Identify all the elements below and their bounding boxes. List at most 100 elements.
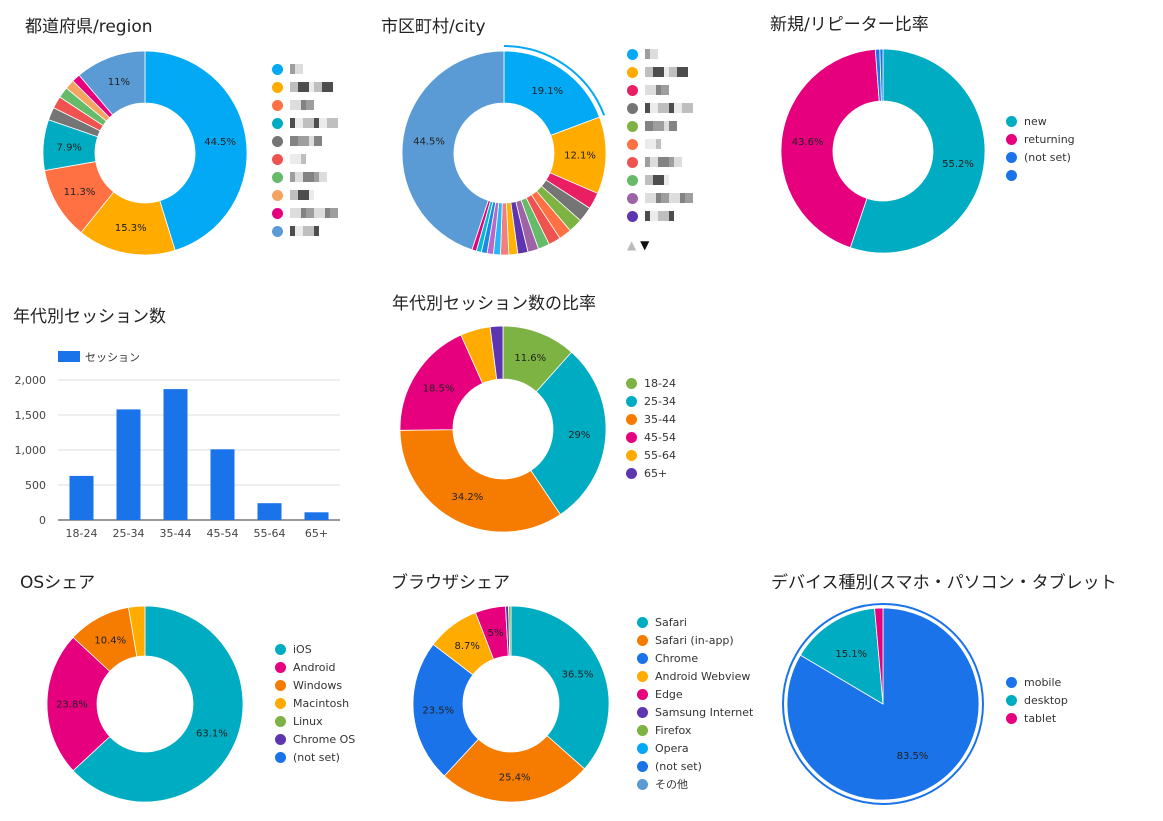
bar[interactable]	[163, 389, 188, 520]
bar[interactable]	[304, 512, 329, 520]
legend-item[interactable]	[272, 60, 338, 78]
age-pie-chart-title: 年代別セッション数の比率	[392, 294, 596, 314]
slice-value-label: 11.6%	[514, 353, 546, 364]
pie-slice[interactable]	[530, 351, 607, 516]
pie-slice[interactable]	[127, 605, 146, 658]
pie-slice[interactable]	[879, 48, 884, 102]
bar[interactable]	[257, 503, 282, 520]
legend-swatch	[272, 81, 283, 93]
legend-item[interactable]: tablet	[1006, 709, 1068, 727]
legend-item[interactable]: Firefox	[637, 721, 753, 739]
legend-item[interactable]: 65+	[626, 464, 676, 482]
redacted-legend-label	[290, 100, 314, 110]
pie-slice[interactable]	[849, 48, 986, 254]
legend-item[interactable]: Chrome OS	[275, 730, 355, 748]
pie-slice[interactable]	[46, 636, 111, 772]
legend-item[interactable]: 55-64	[626, 446, 676, 464]
pie-slice[interactable]	[78, 50, 146, 116]
legend-item[interactable]: 18-24	[626, 374, 676, 392]
legend-item[interactable]: (not set)	[1006, 148, 1075, 166]
legend-item[interactable]	[627, 171, 693, 189]
pie-slice[interactable]	[412, 643, 479, 777]
legend-item[interactable]: mobile	[1006, 673, 1068, 691]
legend-item[interactable]	[627, 189, 693, 207]
bar[interactable]	[116, 409, 141, 520]
browser-chart-title: ブラウザシェア	[391, 573, 510, 593]
legend-item[interactable]	[272, 186, 338, 204]
pie-slice[interactable]	[399, 429, 561, 533]
pie-slice[interactable]	[144, 50, 248, 251]
legend-swatch	[272, 99, 283, 111]
legend-item[interactable]: iOS	[275, 640, 355, 658]
redacted-legend-label	[290, 208, 338, 218]
legend-item[interactable]	[272, 132, 338, 150]
legend-item[interactable]	[272, 150, 338, 168]
legend-label: Safari	[655, 615, 687, 629]
legend-item[interactable]	[272, 96, 338, 114]
legend-item[interactable]: Android Webview	[637, 667, 753, 685]
legend-item[interactable]	[272, 204, 338, 222]
legend-item[interactable]: Safari	[637, 613, 753, 631]
legend-item[interactable]	[627, 63, 693, 81]
legend-item[interactable]: desktop	[1006, 691, 1068, 709]
bar[interactable]	[210, 449, 235, 520]
legend-swatch	[637, 670, 648, 682]
legend-item[interactable]	[627, 81, 693, 99]
legend-item[interactable]: (not set)	[275, 748, 355, 766]
bar[interactable]	[69, 475, 94, 520]
legend-item[interactable]: Android	[275, 658, 355, 676]
pie-slice[interactable]	[799, 607, 884, 705]
legend-swatch	[637, 706, 648, 718]
pie-slice[interactable]	[399, 334, 484, 431]
legend-next-page-button[interactable]: ▼	[640, 238, 650, 252]
legend-item[interactable]: 25-34	[626, 392, 676, 410]
legend-item[interactable]	[627, 153, 693, 171]
legend-prev-page-button[interactable]: ▲	[627, 238, 637, 252]
legend-item[interactable]: Samsung Internet	[637, 703, 753, 721]
slice-value-label: 5%	[488, 628, 504, 639]
legend-item[interactable]: その他	[637, 775, 753, 793]
legend-item[interactable]: 45-54	[626, 428, 676, 446]
legend-item[interactable]	[627, 135, 693, 153]
pie-slice[interactable]	[874, 607, 884, 705]
legend-item[interactable]: Safari (in-app)	[637, 631, 753, 649]
slice-value-label: 29%	[568, 430, 590, 441]
redacted-legend-label	[290, 82, 333, 92]
legend-swatch	[637, 634, 648, 646]
legend-item[interactable]	[627, 117, 693, 135]
legend-item[interactable]	[627, 207, 693, 225]
redacted-legend-label	[645, 211, 674, 221]
legend-item[interactable]: returning	[1006, 130, 1075, 148]
legend-item[interactable]: Edge	[637, 685, 753, 703]
legend-swatch	[627, 174, 638, 186]
pie-slice[interactable]	[489, 325, 504, 380]
legend-item[interactable]	[272, 78, 338, 96]
pie-slice[interactable]	[508, 605, 512, 657]
legend-item[interactable]: (not set)	[637, 757, 753, 775]
pie-slice[interactable]	[510, 605, 610, 770]
legend-item[interactable]: new	[1006, 112, 1075, 130]
legend-item[interactable]	[1006, 166, 1075, 184]
slice-value-label: 11.3%	[64, 187, 96, 198]
pie-slice[interactable]	[72, 605, 244, 803]
legend-swatch	[275, 751, 286, 763]
legend-item[interactable]	[272, 222, 338, 240]
slice-value-label: 83.5%	[897, 751, 929, 762]
legend-item[interactable]: Windows	[275, 676, 355, 694]
legend-item[interactable]	[272, 168, 338, 186]
legend-item[interactable]	[272, 114, 338, 132]
redacted-legend-label	[645, 85, 669, 95]
legend-item[interactable]: Macintosh	[275, 694, 355, 712]
pie-slice[interactable]	[443, 735, 586, 803]
legend-label: 35-44	[644, 412, 676, 426]
pie-slice[interactable]	[780, 48, 880, 249]
x-tick-label: 45-54	[207, 527, 239, 540]
pie-slice[interactable]	[401, 50, 505, 251]
redacted-legend-label	[645, 193, 693, 203]
legend-item[interactable]: 35-44	[626, 410, 676, 428]
legend-item[interactable]: Opera	[637, 739, 753, 757]
legend-item[interactable]: Chrome	[637, 649, 753, 667]
legend-item[interactable]	[627, 45, 693, 63]
legend-item[interactable]	[627, 99, 693, 117]
legend-item[interactable]: Linux	[275, 712, 355, 730]
